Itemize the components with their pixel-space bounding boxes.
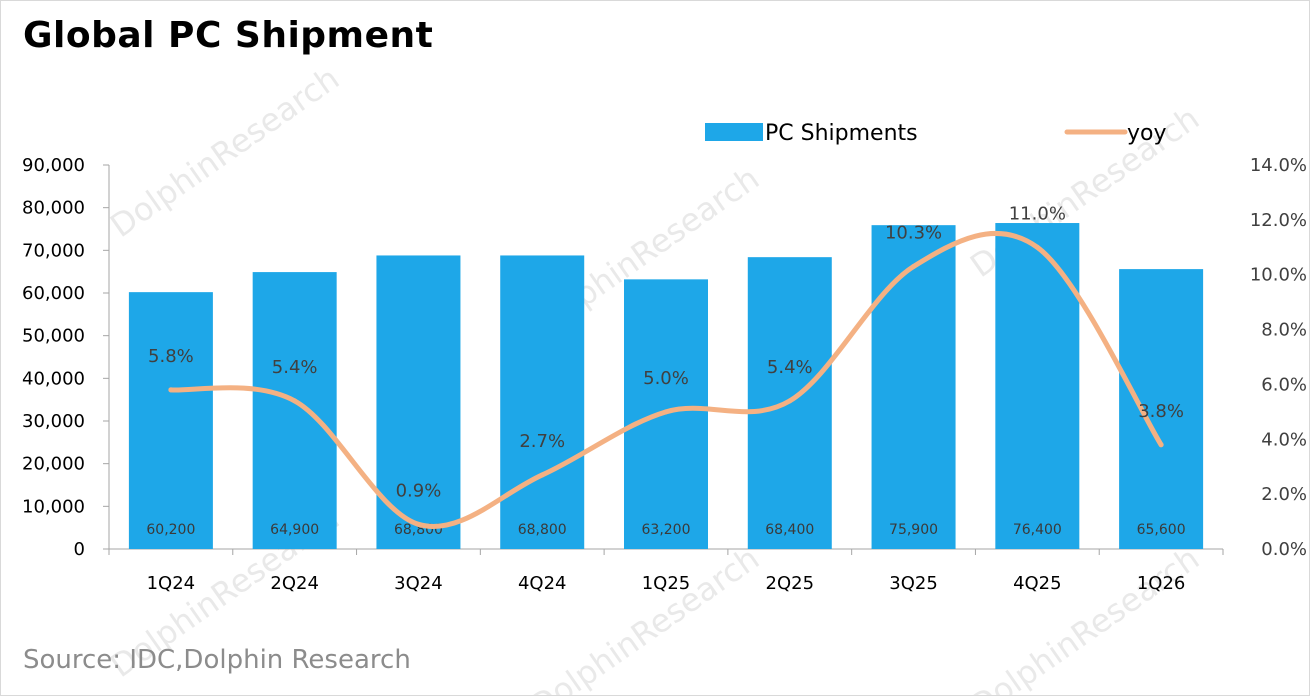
yoy-value-label: 5.0% — [643, 368, 689, 389]
yoy-value-label: 10.3% — [885, 222, 942, 243]
y-axis-right-tick-label: 4.0% — [1261, 429, 1307, 450]
y-axis-left-tick-label: 30,000 — [22, 411, 85, 432]
bar-value-label: 60,200 — [146, 522, 195, 538]
y-axis-right-tick-label: 2.0% — [1261, 484, 1307, 505]
y-axis-right-tick-label: 6.0% — [1261, 374, 1307, 395]
yoy-point-1q25 — [663, 409, 669, 415]
y-axis-left-tick-label: 40,000 — [22, 368, 85, 389]
bar-value-label: 65,600 — [1137, 522, 1186, 538]
legend-label-yoy: yoy — [1127, 121, 1167, 146]
x-axis-tick-label: 3Q24 — [394, 573, 443, 594]
y-axis-left-tick-label: 0 — [74, 539, 85, 560]
y-axis-left-tick-label: 70,000 — [22, 240, 85, 261]
bar-4q25 — [995, 223, 1080, 549]
bar-value-label: 75,900 — [889, 522, 938, 538]
bar-value-label: 68,400 — [765, 522, 814, 538]
y-axis-left-tick-label: 60,000 — [22, 283, 85, 304]
bar-2q24 — [252, 272, 337, 549]
y-axis-right-tick-label: 0.0% — [1261, 539, 1307, 560]
y-axis-left-tick-label: 50,000 — [22, 326, 85, 347]
x-axis-tick-label: 1Q25 — [642, 573, 691, 594]
watermark-text: DolphinResearch — [103, 59, 346, 245]
bar-3q24 — [376, 255, 461, 549]
yoy-point-1q24 — [168, 387, 174, 393]
bar-value-label: 76,400 — [1013, 522, 1062, 538]
yoy-point-4q25 — [1034, 244, 1040, 250]
x-axis-tick-label: 2Q24 — [270, 573, 319, 594]
yoy-value-label: 0.9% — [396, 480, 442, 501]
watermark-text: DolphinResearch — [523, 539, 766, 695]
y-axis-right-tick-label: 8.0% — [1261, 320, 1307, 341]
y-axis-right-tick-label: 14.0% — [1250, 155, 1307, 176]
yoy-series-line — [168, 230, 1164, 529]
legend-swatch-pc-shipments — [705, 123, 763, 141]
yoy-value-label: 2.7% — [519, 431, 565, 452]
source-note: Source: IDC,Dolphin Research — [23, 645, 411, 675]
x-axis-tick-label: 4Q25 — [1013, 573, 1062, 594]
bar-4q24 — [500, 255, 585, 549]
x-axis-tick-label: 4Q24 — [518, 573, 567, 594]
bar-value-label: 64,900 — [270, 522, 319, 538]
bar-value-label: 63,200 — [642, 522, 691, 538]
yoy-point-1q26 — [1158, 442, 1164, 448]
y-axis-left-tick-label: 20,000 — [22, 454, 85, 475]
y-axis-left-tick-label: 90,000 — [22, 155, 85, 176]
y-axis-right-tick-label: 10.0% — [1250, 265, 1307, 286]
x-axis-tick-label: 2Q25 — [766, 573, 815, 594]
yoy-value-label: 5.4% — [272, 357, 318, 378]
yoy-point-3q24 — [415, 521, 421, 527]
yoy-value-label: 5.8% — [148, 346, 194, 367]
bar-1q24 — [128, 292, 213, 549]
yoy-value-label: 11.0% — [1009, 203, 1066, 224]
yoy-value-label: 3.8% — [1138, 401, 1184, 422]
x-axis-tick-label: 1Q26 — [1137, 573, 1186, 594]
yoy-value-label: 5.4% — [767, 357, 813, 378]
yoy-point-4q24 — [539, 472, 545, 478]
bar-1q26 — [1119, 269, 1204, 549]
x-axis-tick-label: 1Q24 — [147, 573, 196, 594]
bar-3q25 — [871, 225, 956, 549]
bar-value-label: 68,800 — [518, 522, 567, 538]
yoy-point-2q25 — [787, 398, 793, 404]
yoy-point-2q24 — [292, 398, 298, 404]
legend-label-pc-shipments: PC Shipments — [765, 121, 918, 146]
yoy-point-3q25 — [911, 263, 917, 269]
y-axis-left-tick-label: 80,000 — [22, 198, 85, 219]
y-axis-right-tick-label: 12.0% — [1250, 210, 1307, 231]
x-axis-tick-label: 3Q25 — [889, 573, 938, 594]
watermark-text: DolphinResearch — [963, 539, 1206, 695]
chart-title: Global PC Shipment — [23, 15, 434, 56]
y-axis-left-tick-label: 10,000 — [22, 496, 85, 517]
